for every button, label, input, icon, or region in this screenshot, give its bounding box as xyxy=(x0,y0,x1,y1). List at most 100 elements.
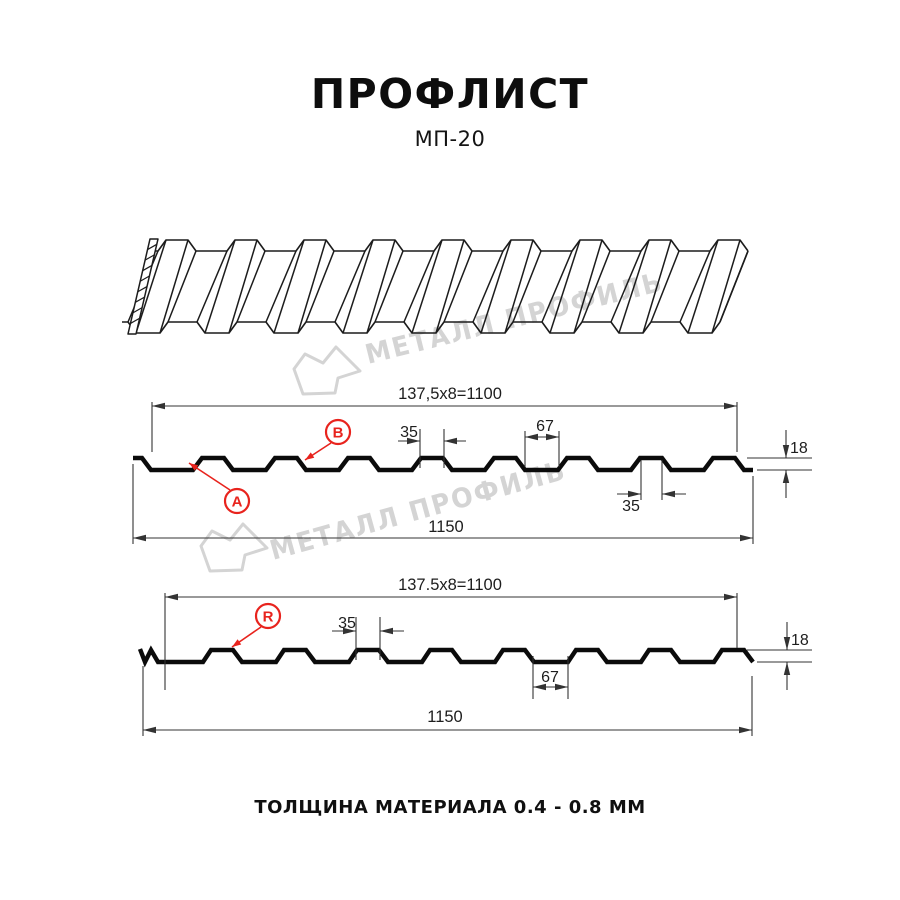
rib-edge-line xyxy=(573,239,603,334)
dimension-arrowhead xyxy=(628,490,641,498)
dim-module-formula-1: 137,5x8=1100 xyxy=(398,385,502,403)
cut-edge-hatch xyxy=(139,275,150,282)
rib-edge-line xyxy=(236,250,266,323)
rib-edge-line xyxy=(228,239,258,334)
dim-profile-height-1: 18 xyxy=(790,440,808,457)
rib-edge-line xyxy=(374,250,404,323)
callout-letter: R xyxy=(263,609,274,626)
rib-edge-line xyxy=(480,239,512,334)
rib-edge-line xyxy=(411,239,443,334)
metal-profil-logo-icon xyxy=(292,345,362,396)
cut-edge-hatch xyxy=(147,243,158,251)
dimension-arrowhead xyxy=(407,437,420,445)
callout-letter: A xyxy=(232,494,243,511)
rib-edge-line xyxy=(472,250,504,323)
dimension-arrowhead xyxy=(533,683,546,691)
dim-rib-bottom-width-1: 35 xyxy=(622,498,640,515)
rib-edge-line xyxy=(159,239,189,334)
dimension-arrowhead xyxy=(525,433,538,441)
dimension-arrowhead xyxy=(133,534,146,542)
cross-section-1-geometry xyxy=(132,402,812,544)
dimension-arrowhead xyxy=(546,433,559,441)
metal-profil-logo-icon xyxy=(199,522,269,573)
cut-edge-hatch xyxy=(137,286,148,293)
dimension-arrowhead xyxy=(783,662,791,675)
cut-edge-hatch xyxy=(130,317,140,324)
page-title: ПРОФЛИСТ xyxy=(310,70,590,118)
rib-edge-line xyxy=(435,239,465,334)
callout-arrowhead xyxy=(189,463,199,471)
rib-edge-line xyxy=(366,239,396,334)
rib-edge-line xyxy=(504,239,534,334)
sheet-far-edge xyxy=(155,239,749,252)
dimension-arrowhead xyxy=(783,637,791,650)
callout-arrowhead xyxy=(305,452,315,460)
dim-total-width-2: 1150 xyxy=(427,708,462,726)
dimension-arrowhead xyxy=(165,593,178,601)
cut-edge-hatch xyxy=(144,254,155,261)
dimension-arrowhead xyxy=(343,627,356,635)
dim-total-width-1: 1150 xyxy=(428,518,463,536)
dim-module-formula-2: 137.5x8=1100 xyxy=(398,576,502,594)
profile-outline-section-2 xyxy=(137,645,755,668)
callout-R: R xyxy=(254,602,282,630)
rib-edge-line xyxy=(719,250,749,323)
rib-edge-line xyxy=(297,239,327,334)
rib-edge-line xyxy=(135,239,167,334)
dim-rib-top-width-2: 35 xyxy=(338,615,356,632)
dimension-arrowhead xyxy=(444,437,457,445)
callout-A: A xyxy=(223,487,251,515)
rib-edge-line xyxy=(679,250,711,323)
dim-valley-width-1: 67 xyxy=(536,418,554,435)
dim-rib-top-width-1: 35 xyxy=(400,424,418,441)
rib-edge-line xyxy=(549,239,581,334)
rib-edge-line xyxy=(305,250,335,323)
rib-edge-line xyxy=(711,239,741,334)
rib-edge-line xyxy=(204,239,236,334)
callout-arrowhead xyxy=(232,639,242,647)
watermark-lower: МЕТАЛЛ ПРОФИЛЬ xyxy=(199,455,570,573)
rib-edge-line xyxy=(541,250,573,323)
profile-outline-section-1 xyxy=(133,455,753,473)
rib-edge-line xyxy=(650,250,680,323)
callout-circle xyxy=(254,602,282,630)
sheet-cut-edge xyxy=(127,238,159,335)
rib-edge-line xyxy=(610,250,642,323)
callout-letter: B xyxy=(333,425,344,442)
cross-section-2-geometry xyxy=(137,593,812,736)
cross-section-view-R: 137.5x8=1100 35 67 18 1150 R xyxy=(137,576,812,736)
rib-edge-line xyxy=(265,250,297,323)
dimension-arrowhead xyxy=(724,402,737,410)
callout-circle xyxy=(324,418,352,446)
rib-edge-line xyxy=(581,250,611,323)
dimension-arrowhead xyxy=(739,726,752,734)
dimension-arrowhead xyxy=(724,593,737,601)
profile-sheet-3d-view xyxy=(122,238,749,335)
dimension-arrowhead xyxy=(740,534,753,542)
cut-edge-hatch xyxy=(132,307,143,314)
rib-edge-line xyxy=(196,250,228,323)
rib-edge-line xyxy=(642,239,672,334)
rib-edge-line xyxy=(443,250,473,323)
rib-edge-line xyxy=(618,239,650,334)
callout-circle xyxy=(223,487,251,515)
dim-valley-width-2: 67 xyxy=(541,669,559,686)
cut-edge-hatch xyxy=(142,264,153,272)
rib-edge-line xyxy=(342,239,374,334)
dimension-arrowhead xyxy=(782,445,790,458)
cut-edge-hatch xyxy=(135,296,145,303)
dimension-arrowhead xyxy=(555,683,568,691)
material-thickness-note: ТОЛЩИНА МАТЕРИАЛА 0.4 - 0.8 ММ xyxy=(254,797,646,818)
dimension-arrowhead xyxy=(662,490,675,498)
rib-edge-line xyxy=(167,250,197,323)
rib-edge-line xyxy=(403,250,435,323)
rib-edge-line xyxy=(334,250,366,323)
rib-edge-line xyxy=(273,239,305,334)
dimension-arrowhead xyxy=(143,726,156,734)
dimension-arrowhead xyxy=(380,627,393,635)
dimension-arrowhead xyxy=(782,470,790,483)
cross-section-view-A: 137,5x8=1100 35 67 18 35 1150 B A xyxy=(132,385,812,544)
dimension-arrowhead xyxy=(152,402,165,410)
dim-profile-height-2: 18 xyxy=(791,632,809,649)
